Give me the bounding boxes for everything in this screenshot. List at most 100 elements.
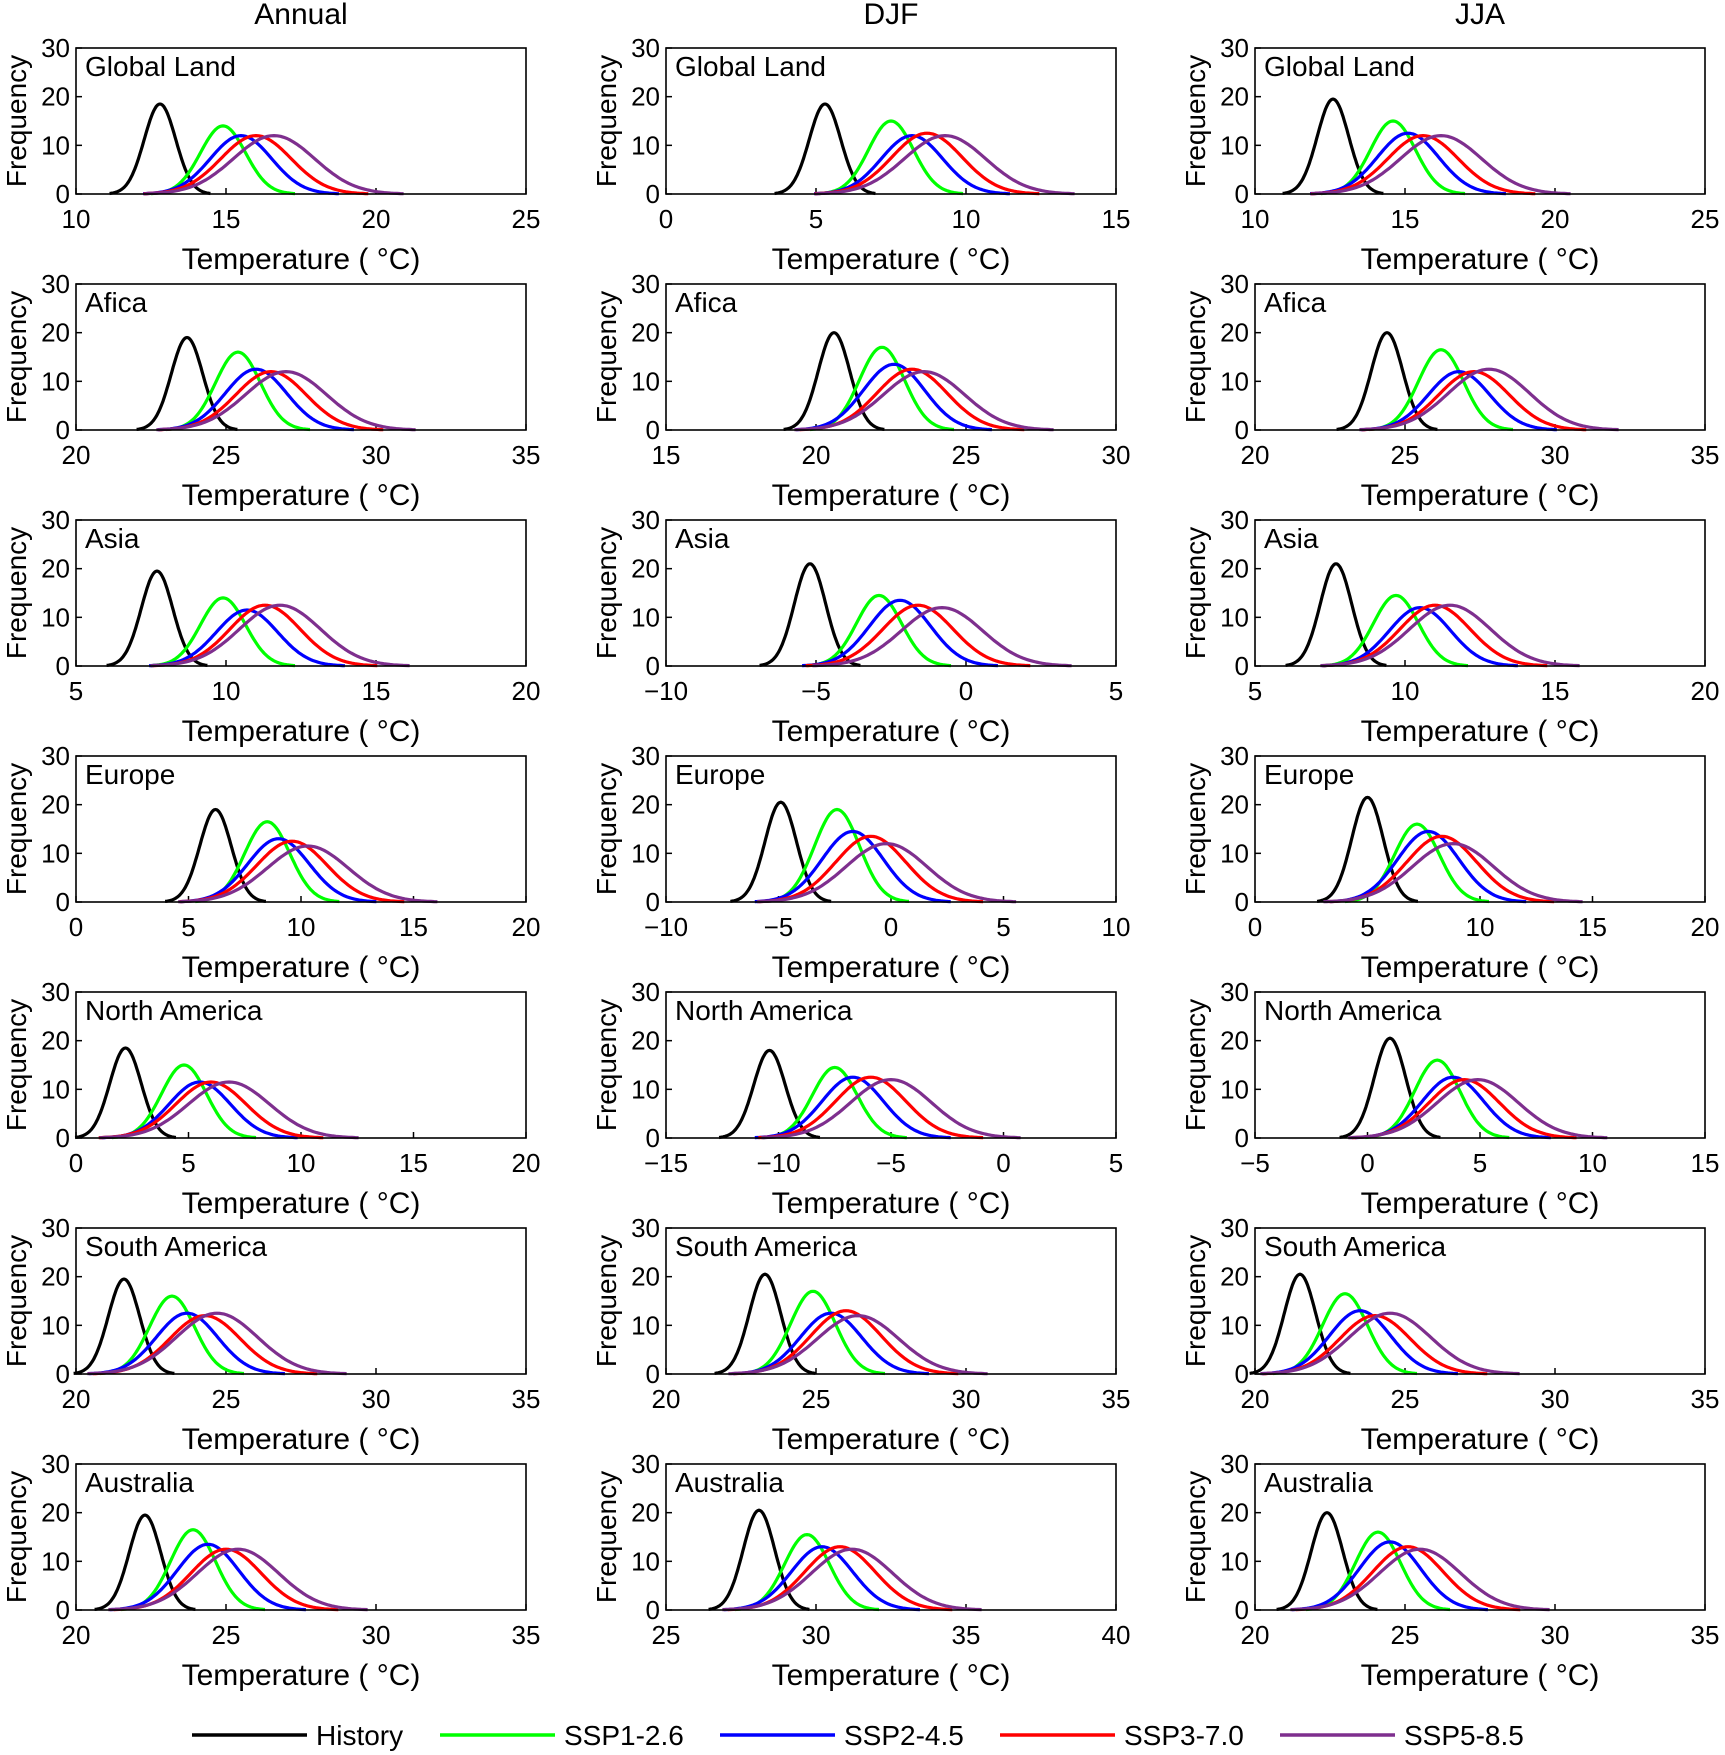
series-line-ssp5-8-5	[108, 1547, 368, 1612]
series-line-ssp2-4-5	[110, 1542, 306, 1612]
x-tick-label: −5	[1240, 1148, 1270, 1178]
y-tick-label: 0	[646, 651, 660, 681]
plot-frame	[665, 991, 1117, 1139]
x-tick-label: 5	[809, 204, 823, 234]
x-tick-label: 30	[1541, 440, 1570, 470]
y-axis-label: Frequency	[591, 1235, 622, 1367]
x-tick-label: 0	[69, 1148, 83, 1178]
x-tick-label: 15	[362, 676, 391, 706]
x-axis-label: Temperature ( °C)	[772, 951, 1011, 984]
x-axis-label: Temperature ( °C)	[1361, 243, 1600, 276]
y-tick-label: 0	[56, 887, 70, 917]
y-tick-label: 0	[56, 1123, 70, 1153]
x-tick-label: 20	[1691, 912, 1720, 942]
y-tick-label: 0	[1235, 415, 1249, 445]
legend: History SSP1-2.6 SSP2-4.5 SSP3-7.0 SSP5-8.5	[192, 1720, 1524, 1751]
series-line-ssp1-2-6	[740, 1289, 886, 1376]
plot-frame	[1254, 283, 1706, 431]
panel-annual-south-america: 0 10 20 30 20 25 30 35 Frequency Temperature ( °C…	[1, 1213, 540, 1456]
x-tick-label: 20	[62, 440, 91, 470]
series-line-ssp2-4-5	[180, 837, 377, 904]
series-line-ssp2-4-5	[733, 1311, 929, 1376]
series-line-history	[1276, 1511, 1378, 1611]
y-axis-label: Frequency	[591, 55, 622, 187]
y-tick-label: 20	[41, 790, 70, 820]
y-tick-label: 30	[1220, 977, 1249, 1007]
series-line-ssp3-7-0	[98, 1080, 324, 1140]
x-tick-label: 20	[1241, 1620, 1270, 1650]
x-tick-label: 35	[1691, 440, 1720, 470]
y-tick-label: 10	[1220, 1546, 1249, 1576]
y-axis-label: Frequency	[1, 763, 32, 895]
panel-djf-asia: 0 10 20 30 −10 −5 0 5 Frequency Temperature ( °C)…	[591, 505, 1123, 748]
y-tick-label: 10	[41, 366, 70, 396]
plot-frame	[1254, 755, 1706, 903]
y-tick-label: 10	[41, 1546, 70, 1576]
x-tick-label: −5	[801, 676, 831, 706]
series-line-ssp3-7-0	[758, 1075, 984, 1140]
x-tick-label: 0	[996, 1148, 1010, 1178]
x-tick-label: −5	[876, 1148, 906, 1178]
y-tick-label: 0	[1235, 651, 1249, 681]
y-axis-label: Frequency	[591, 1471, 622, 1603]
y-axis-label: Frequency	[1180, 1235, 1211, 1367]
y-tick-label: 10	[41, 602, 70, 632]
series-line-ssp1-2-6	[1320, 119, 1466, 196]
y-tick-label: 30	[41, 1449, 70, 1479]
y-axis-label: Frequency	[591, 527, 622, 659]
series-line-ssp5-8-5	[1260, 1311, 1520, 1376]
x-tick-label: 15	[1102, 204, 1131, 234]
x-tick-label: 35	[512, 1384, 541, 1414]
y-axis-label: Frequency	[1, 55, 32, 187]
x-tick-label: −10	[756, 1148, 800, 1178]
region-label: Global Land	[675, 51, 826, 82]
y-tick-label: 30	[631, 741, 660, 771]
y-tick-label: 20	[631, 554, 660, 584]
y-tick-label: 0	[56, 1359, 70, 1389]
x-tick-label: 25	[512, 204, 541, 234]
x-tick-label: 20	[1241, 440, 1270, 470]
plot-frame	[665, 1463, 1117, 1611]
x-tick-label: 20	[362, 204, 391, 234]
legend-label-ssp2-4-5: SSP2-4.5	[844, 1720, 964, 1751]
column-title-annual: Annual	[254, 0, 347, 31]
series-line-ssp1-2-6	[111, 1063, 257, 1140]
series-line-ssp5-8-5	[144, 134, 404, 196]
y-tick-label: 20	[631, 318, 660, 348]
plot-frame	[665, 1227, 1117, 1375]
x-tick-label: 10	[1102, 912, 1131, 942]
region-label: South America	[675, 1231, 858, 1262]
series-line-ssp5-8-5	[722, 1547, 982, 1612]
legend-label-ssp3-7-0: SSP3-7.0	[1124, 1720, 1244, 1751]
x-axis-label: Temperature ( °C)	[1361, 479, 1600, 512]
series-line-ssp3-7-0	[143, 134, 369, 196]
series-line-ssp1-2-6	[1305, 1530, 1451, 1612]
region-label: South America	[85, 1231, 268, 1262]
y-axis-label: Frequency	[1180, 763, 1211, 895]
series-line-ssp5-8-5	[1359, 367, 1619, 432]
x-tick-label: 20	[1241, 1384, 1270, 1414]
plot-frame	[1254, 519, 1706, 667]
y-tick-label: 0	[56, 651, 70, 681]
x-tick-label: 15	[1578, 912, 1607, 942]
x-axis-label: Temperature ( °C)	[772, 1659, 1011, 1692]
y-tick-label: 10	[631, 366, 660, 396]
x-tick-label: 15	[1391, 204, 1420, 234]
series-line-ssp1-2-6	[165, 350, 311, 432]
y-tick-label: 20	[1220, 554, 1249, 584]
x-axis-label: Temperature ( °C)	[772, 479, 1011, 512]
y-tick-label: 20	[631, 82, 660, 112]
region-label: Europe	[675, 759, 765, 790]
plot-frame	[665, 519, 1117, 667]
y-tick-label: 20	[41, 82, 70, 112]
region-label: Afica	[85, 287, 148, 318]
x-tick-label: 35	[512, 440, 541, 470]
plot-frame	[75, 283, 527, 431]
x-tick-label: −15	[644, 1148, 688, 1178]
y-tick-label: 20	[1220, 790, 1249, 820]
plot-frame	[75, 1463, 527, 1611]
x-tick-label: 10	[1578, 1148, 1607, 1178]
series-line-history	[106, 569, 208, 667]
y-tick-label: 10	[41, 838, 70, 868]
series-line-ssp5-8-5	[1348, 1077, 1608, 1140]
